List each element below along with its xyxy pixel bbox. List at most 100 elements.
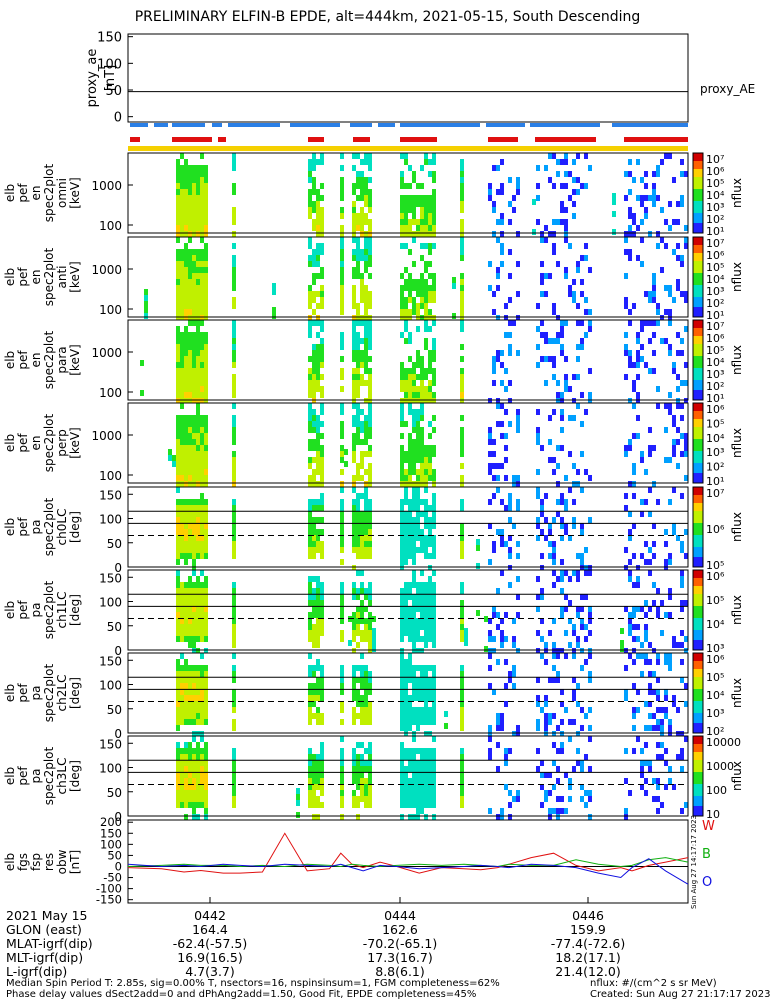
spectrogram-cell: [180, 683, 184, 689]
spectrogram-cell: [460, 760, 464, 766]
spectrogram-cell: [204, 267, 208, 273]
spectrogram-cell: [664, 713, 668, 719]
spectrogram-cell: [544, 380, 548, 386]
spectrogram-cell: [360, 618, 364, 624]
spectrogram-cell: [428, 553, 432, 559]
spectrogram-cell: [648, 338, 652, 344]
spectrogram-cell: [192, 457, 196, 463]
spectrogram-cell: [180, 772, 184, 778]
spectrogram-cell: [644, 778, 648, 784]
spectrogram-cell: [408, 207, 412, 213]
spectrogram-cell: [628, 213, 632, 219]
spectrogram-cell: [640, 177, 644, 183]
spectrogram-cell: [560, 808, 564, 814]
panel-ylabel: pa: [29, 686, 43, 701]
spectrogram-cell: [320, 225, 324, 231]
spectrogram-cell: [204, 165, 208, 171]
spectrogram-cell: [232, 439, 236, 445]
spectrogram-cell: [500, 189, 504, 195]
spectrogram-cell: [408, 671, 412, 677]
colorbar-cell: [693, 469, 703, 472]
spectrogram-cell: [588, 475, 592, 481]
colorbar-cell: [693, 159, 703, 162]
colorbar-cell: [693, 374, 703, 377]
spectrogram-cell: [204, 463, 208, 469]
spectrogram-cell: [180, 427, 184, 433]
spectrogram-cell: [540, 261, 544, 267]
spectrogram-cell: [340, 529, 344, 535]
spectrogram-cell: [340, 344, 344, 350]
spectrogram-cell: [316, 707, 320, 713]
colorbar-cell: [693, 764, 703, 767]
spectrogram-cell: [360, 636, 364, 642]
spectrogram-cell: [408, 433, 412, 439]
colorbar-cell: [693, 580, 703, 583]
spectrogram-cell: [176, 177, 180, 183]
spectrogram-cell: [200, 719, 204, 725]
spectrogram-cell: [364, 219, 368, 225]
spectrogram-cell: [356, 415, 360, 421]
spectrogram-cell: [364, 195, 368, 201]
spectrogram-cell: [400, 612, 404, 618]
colorbar-cell: [693, 394, 703, 397]
spectrogram-cell: [320, 790, 324, 796]
fgm-tick-label: 150: [100, 826, 122, 840]
spectrogram-cell: [192, 642, 196, 648]
spectrogram-cell: [432, 754, 436, 760]
spectrogram-cell: [196, 541, 200, 547]
spectrogram-cell: [320, 285, 324, 291]
spectrogram-cell: [640, 451, 644, 457]
spectrogram-cell: [312, 380, 316, 386]
spectrogram-cell: [432, 451, 436, 457]
colorbar-cell: [693, 782, 703, 785]
spectrogram-cell: [340, 249, 344, 255]
spectrogram-cell: [664, 653, 668, 659]
spectrogram-cell: [680, 493, 684, 499]
colorbar-cell: [693, 762, 703, 765]
spectrogram-cell: [588, 165, 592, 171]
spectrogram-cell: [420, 427, 424, 433]
spectrogram-cell: [308, 505, 312, 511]
spectrogram-cell: [420, 606, 424, 612]
spectrogram-cell: [668, 201, 672, 207]
spectrogram-cell: [196, 511, 200, 517]
panel-tick-label: 0: [114, 644, 122, 658]
spectrogram-cell: [232, 475, 236, 481]
spectrogram-cell: [428, 421, 432, 427]
spectrogram-cell: [408, 624, 412, 630]
colorbar-cell: [693, 311, 703, 314]
spectrogram-cell: [420, 207, 424, 213]
spectrogram-cell: [204, 742, 208, 748]
spectrogram-cell: [428, 505, 432, 511]
spectrogram-cell: [632, 469, 636, 475]
spectrogram-cell: [192, 291, 196, 297]
colorbar-cell: [693, 610, 703, 613]
spectrogram-cell: [360, 457, 364, 463]
spectrogram-cell: [400, 547, 404, 553]
spectrogram-cell: [320, 547, 324, 553]
spectrogram-cell: [352, 748, 356, 754]
colorbar-cell: [693, 563, 703, 566]
spectrogram-cell: [552, 457, 556, 463]
spectrogram-cell: [356, 760, 360, 766]
spectrogram-cell: [644, 183, 648, 189]
spectrogram-cell: [184, 612, 188, 618]
colorbar-cell: [693, 356, 703, 359]
spectrogram-cell: [412, 177, 416, 183]
spectrogram-cell: [188, 213, 192, 219]
spectrogram-cell: [184, 207, 188, 213]
spectrogram-cell: [676, 350, 680, 356]
spectrogram-cell: [624, 445, 628, 451]
spectrogram-cell: [192, 547, 196, 553]
fgm-tick-label: -150: [96, 893, 122, 907]
spectrogram-cell: [188, 392, 192, 398]
spectrogram-cell: [412, 689, 416, 695]
panel-frame: [127, 569, 689, 651]
spectrogram-cell: [356, 356, 360, 362]
spectrogram-cell: [196, 648, 200, 654]
spectrogram-cell: [512, 195, 516, 201]
spectrogram-cell: [180, 183, 184, 189]
spectrogram-cell: [352, 683, 356, 689]
spectrogram-cell: [368, 177, 372, 183]
spectrogram-cell: [200, 433, 204, 439]
